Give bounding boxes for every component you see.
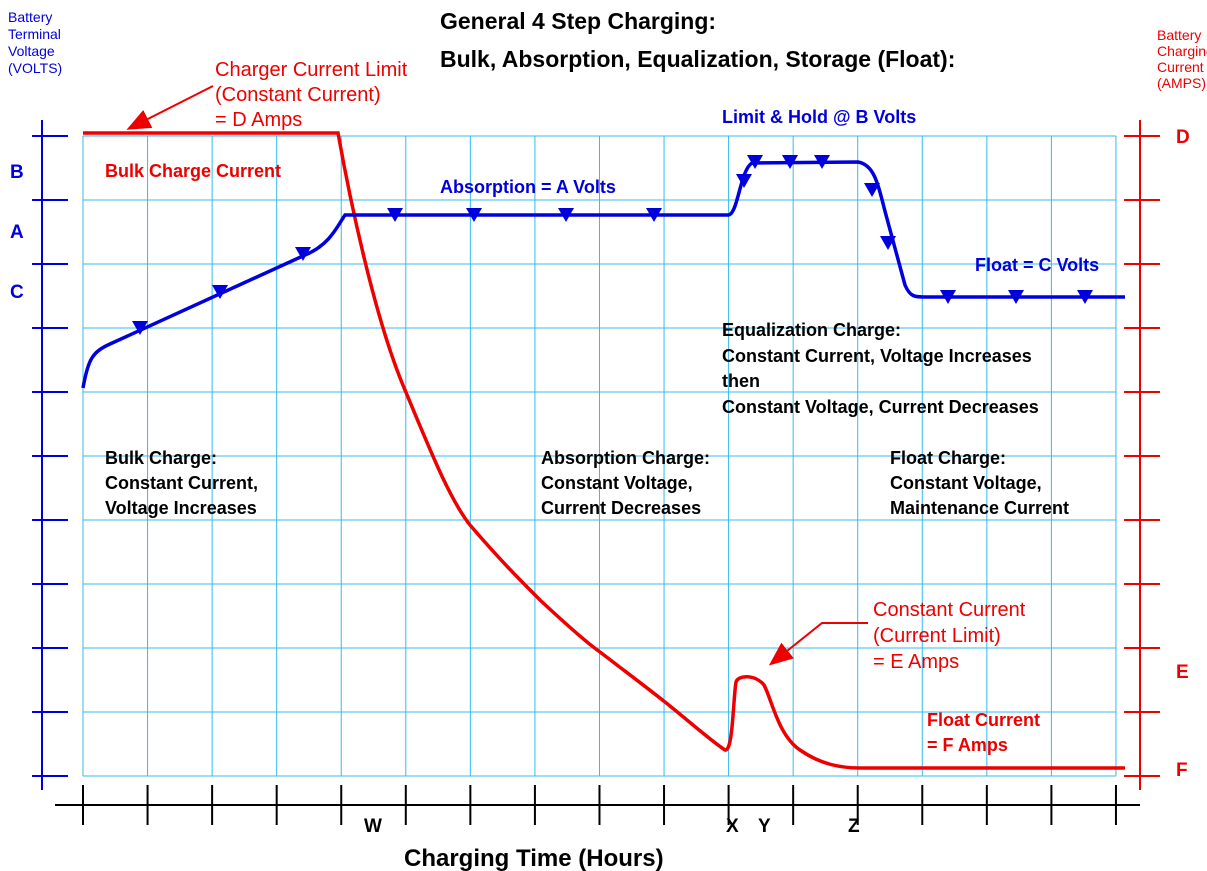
annotation: Charger Current Limit	[215, 59, 408, 81]
axis-label: (VOLTS)	[8, 60, 62, 76]
current-curve	[83, 131, 1125, 770]
tick-label: A	[10, 222, 24, 243]
annotation: Absorption = A Volts	[440, 177, 616, 197]
tick-label: W	[364, 816, 382, 837]
annotation: = F Amps	[927, 735, 1008, 755]
annotation: = E Amps	[873, 651, 959, 673]
axis-label: Battery	[8, 9, 52, 25]
axis-label: Terminal	[8, 26, 61, 42]
marker	[212, 285, 228, 299]
arrow	[126, 85, 214, 130]
marker	[132, 321, 148, 335]
tick-label: Z	[848, 816, 860, 837]
axis-label: (AMPS)	[1157, 75, 1206, 91]
annotation: Constant Voltage,	[541, 473, 693, 493]
tick-label: Y	[758, 816, 771, 837]
x-axis-label: Charging Time (Hours)	[404, 845, 664, 871]
tick-label: E	[1176, 662, 1189, 683]
marker	[736, 174, 752, 188]
tick-label: F	[1176, 760, 1188, 781]
annotation: (Constant Current)	[215, 84, 381, 106]
marker	[646, 208, 662, 222]
annotation: Float = C Volts	[975, 255, 1099, 275]
annotation: Maintenance Current	[890, 498, 1069, 518]
annotation: Limit & Hold @ B Volts	[722, 107, 916, 127]
annotation: Float Charge:	[890, 448, 1006, 468]
annotation: Constant Current	[873, 599, 1026, 621]
tick-label: D	[1176, 127, 1190, 148]
arrow	[768, 622, 868, 666]
tick-label: C	[10, 282, 24, 303]
annotation: Constant Voltage, Current Decreases	[722, 397, 1039, 417]
marker	[558, 208, 574, 222]
annotation: Equalization Charge:	[722, 320, 901, 340]
annotation: Constant Current,	[105, 473, 258, 493]
annotation: Constant Current, Voltage Increases	[722, 346, 1032, 366]
annotation: Current Decreases	[541, 498, 701, 518]
title: Bulk, Absorption, Equalization, Storage …	[440, 46, 955, 72]
annotation: = D Amps	[215, 109, 302, 131]
annotation: Float Current	[927, 710, 1040, 730]
voltage-markers	[132, 155, 1093, 335]
marker	[782, 155, 798, 169]
marker	[466, 208, 482, 222]
marker	[814, 155, 830, 169]
axis-label: Charging	[1157, 43, 1207, 59]
marker	[295, 247, 311, 261]
axis-label: Current	[1157, 59, 1204, 75]
marker	[747, 155, 763, 169]
tick-label: X	[726, 816, 739, 837]
annotation: Bulk Charge:	[105, 448, 217, 468]
marker	[864, 183, 880, 197]
annotation: Bulk Charge Current	[105, 161, 281, 181]
annotation: (Current Limit)	[873, 625, 1001, 647]
marker	[387, 208, 403, 222]
annotation: Voltage Increases	[105, 498, 257, 518]
annotation: then	[722, 371, 760, 391]
axes	[32, 120, 1160, 825]
title: General 4 Step Charging:	[440, 8, 716, 34]
axis-label: Voltage	[8, 43, 55, 59]
marker	[1077, 290, 1093, 304]
axis-label: Battery	[1157, 27, 1201, 43]
grid	[82, 135, 1117, 777]
marker	[1008, 290, 1024, 304]
marker	[880, 236, 896, 250]
annotation: Constant Voltage,	[890, 473, 1042, 493]
annotation: Absorption Charge:	[541, 448, 710, 468]
tick-label: B	[10, 162, 24, 183]
marker	[940, 290, 956, 304]
